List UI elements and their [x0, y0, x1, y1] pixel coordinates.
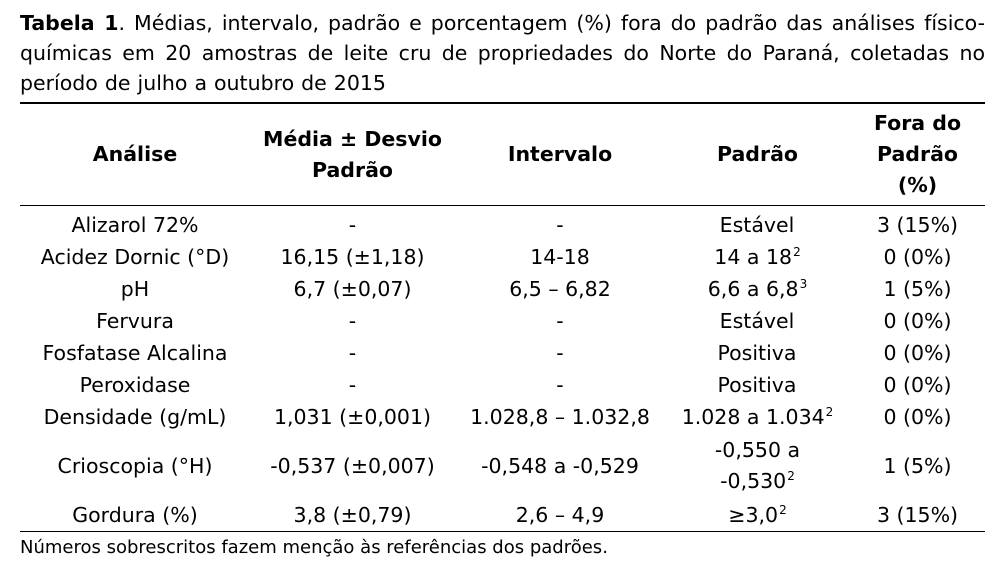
cell-intervalo: -0,548 a -0,529: [481, 453, 639, 478]
cell-media: 16,15 (±1,18): [280, 244, 425, 269]
cell-padrao-ref: 3: [799, 276, 808, 291]
cell-padrao-ref: 2: [793, 244, 801, 259]
cell-analise: Fosfatase Alcalina: [42, 340, 228, 365]
cell-padrao: -0,550 a -0,5302: [665, 433, 850, 499]
table-row: Fosfatase Alcalina - - Positiva 0 (0%): [20, 337, 985, 369]
cell-padrao-text: Estável: [719, 308, 795, 333]
cell-padrao-text: Estável: [719, 212, 795, 237]
table-row: Acidez Dornic (°D) 16,15 (±1,18) 14-18 1…: [20, 241, 985, 273]
table-header: Análise Média ± Desvio Padrão Intervalo …: [20, 103, 985, 206]
cell-analise: Gordura (%): [72, 502, 198, 527]
cell-padrao: Positiva: [665, 369, 850, 401]
table-row: Alizarol 72% - - Estável 3 (15%): [20, 206, 985, 242]
data-table: Análise Média ± Desvio Padrão Intervalo …: [20, 102, 985, 532]
cell-intervalo: 14-18: [530, 244, 590, 269]
cell-padrao: 6,6 a 6,83: [665, 273, 850, 305]
cell-analise: Acidez Dornic (°D): [40, 244, 230, 269]
cell-padrao-ref: 2: [825, 404, 834, 419]
cell-media: -: [348, 372, 357, 397]
cell-media: -0,537 (±0,007): [270, 453, 435, 478]
cell-fora: 3 (15%): [876, 502, 959, 527]
header-analise: Análise: [92, 142, 178, 166]
table-row: Fervura - - Estável 0 (0%): [20, 305, 985, 337]
header-media-text: Média ± Desvio Padrão: [263, 126, 442, 182]
cell-fora: 0 (0%): [883, 244, 952, 269]
cell-intervalo: 6,5 – 6,82: [509, 276, 611, 301]
cell-media: 1,031 (±0,001): [273, 404, 432, 429]
cell-padrao-text: 1.028 a 1.034: [681, 404, 825, 429]
cell-padrao-ref: 2: [779, 502, 787, 517]
cell-padrao: 14 a 182: [665, 241, 850, 273]
header-media: Média ± Desvio Padrão: [250, 103, 455, 206]
cell-media: 6,7 (±0,07): [293, 276, 412, 301]
cell-intervalo: 1.028,8 – 1.032,8: [470, 404, 650, 429]
document: Tabela 1. Médias, intervalo, padrão e po…: [20, 8, 985, 560]
table-row: Peroxidase - - Positiva 0 (0%): [20, 369, 985, 401]
table-row: Gordura (%) 3,8 (±0,79) 2,6 – 4,9 ≥3,02 …: [20, 499, 985, 532]
cell-fora: 0 (0%): [883, 340, 952, 365]
cell-padrao-text: ≥3,0: [728, 502, 779, 527]
header-fora: Fora do Padrão (%): [850, 103, 985, 206]
cell-media: -: [348, 340, 357, 365]
cell-padrao-ref: 2: [787, 469, 795, 483]
cell-padrao-wrap: -0,550 a -0,5302: [688, 435, 828, 497]
cell-fora: 3 (15%): [876, 212, 959, 237]
table-caption-lead: Tabela 1: [20, 11, 119, 35]
cell-analise: Alizarol 72%: [71, 212, 199, 237]
cell-analise: Fervura: [96, 308, 174, 333]
cell-padrao-text: Positiva: [717, 340, 797, 365]
table-caption: Tabela 1. Médias, intervalo, padrão e po…: [20, 8, 985, 98]
header-row: Análise Média ± Desvio Padrão Intervalo …: [20, 103, 985, 206]
cell-analise: Crioscopia (°H): [57, 453, 213, 478]
cell-padrao-text: 14 a 18: [714, 244, 793, 269]
cell-padrao-text: -0,550 a -0,530: [714, 438, 801, 493]
cell-padrao-text: 6,6 a 6,8: [707, 276, 799, 301]
cell-analise: Densidade (g/mL): [43, 404, 227, 429]
cell-media: -: [348, 212, 357, 237]
cell-padrao: ≥3,02: [665, 499, 850, 532]
table-footnote: Números sobrescritos fazem menção às ref…: [20, 537, 608, 558]
cell-padrao: Positiva: [665, 337, 850, 369]
header-padrao: Padrão: [716, 142, 798, 166]
cell-intervalo: -: [556, 372, 564, 397]
cell-fora: 1 (5%): [883, 276, 952, 301]
table-caption-text: . Médias, intervalo, padrão e porcentage…: [20, 11, 986, 95]
cell-analise: pH: [120, 276, 150, 301]
cell-intervalo: 2,6 – 4,9: [515, 502, 605, 527]
cell-fora: 0 (0%): [883, 308, 952, 333]
header-fora-text: Fora do Padrão (%): [873, 111, 962, 197]
cell-intervalo: -: [556, 340, 564, 365]
cell-padrao: 1.028 a 1.0342: [665, 401, 850, 433]
cell-analise: Peroxidase: [79, 372, 191, 397]
cell-intervalo: -: [556, 212, 564, 237]
header-intervalo: Intervalo: [507, 142, 613, 166]
table-row: pH 6,7 (±0,07) 6,5 – 6,82 6,6 a 6,83 1 (…: [20, 273, 985, 305]
cell-media: 3,8 (±0,79): [293, 502, 412, 527]
cell-padrao: Estável: [665, 206, 850, 242]
cell-fora: 1 (5%): [883, 453, 952, 478]
cell-media: -: [348, 308, 357, 333]
cell-padrao: Estável: [665, 305, 850, 337]
cell-padrao-text: Positiva: [717, 372, 797, 397]
cell-intervalo: -: [556, 308, 564, 333]
table-row: Crioscopia (°H) -0,537 (±0,007) -0,548 a…: [20, 433, 985, 499]
table-body: Alizarol 72% - - Estável 3 (15%) Acidez …: [20, 206, 985, 532]
table-row: Densidade (g/mL) 1,031 (±0,001) 1.028,8 …: [20, 401, 985, 433]
cell-fora: 0 (0%): [883, 404, 952, 429]
cell-fora: 0 (0%): [883, 372, 952, 397]
